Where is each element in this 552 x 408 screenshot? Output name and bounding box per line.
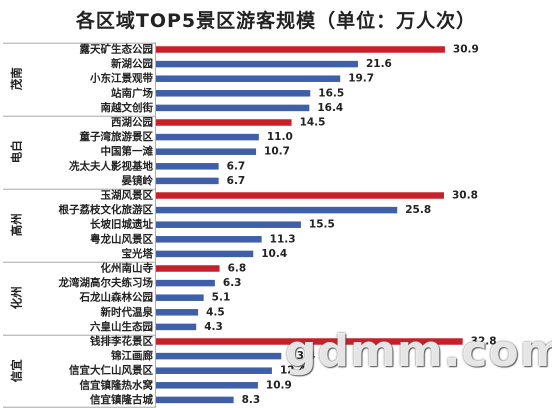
data-label: 25.8 — [405, 204, 431, 216]
bar — [156, 279, 215, 287]
category-label: 小东江景观带 — [89, 72, 153, 85]
bar — [156, 338, 463, 345]
category-label: 石龙山森林公园 — [79, 291, 154, 304]
category-label: 信宜大仁山风景区 — [69, 364, 153, 377]
bar — [156, 90, 311, 97]
data-label: 8.3 — [242, 394, 261, 406]
chart-title: 各区域TOP5景区游客规模（单位：万人次） — [75, 10, 477, 32]
data-label: 4.5 — [206, 306, 225, 318]
data-label: 6.8 — [228, 263, 247, 275]
category-label: 露天矿生态公园 — [80, 43, 154, 56]
category-label: 钱排李花景区 — [90, 335, 153, 348]
bar — [156, 236, 262, 243]
category-label: 西湖公园 — [111, 116, 153, 129]
data-label: 30.8 — [452, 190, 478, 202]
category-label: 童子湾旅游景区 — [80, 130, 154, 143]
data-label: 16.4 — [317, 102, 343, 114]
data-label: 10.7 — [264, 146, 290, 158]
data-label: 5.1 — [212, 292, 231, 304]
category-label: 六皇山生态园 — [90, 320, 153, 333]
category-label: 锦江画廊 — [111, 349, 153, 362]
bar — [156, 323, 197, 331]
data-label: 30.9 — [453, 44, 479, 56]
bar — [156, 133, 259, 141]
group-label: 信宜 — [10, 359, 24, 382]
category-label: 宝光塔 — [122, 247, 154, 260]
bar — [156, 119, 292, 126]
bar — [156, 192, 444, 199]
group-label: 化州 — [10, 286, 24, 309]
bar — [156, 75, 341, 82]
data-label: 6.7 — [227, 160, 246, 172]
data-label: 19.7 — [348, 73, 374, 85]
data-label: 10.9 — [266, 379, 292, 391]
bar — [156, 60, 358, 68]
data-label: 6.3 — [223, 277, 242, 289]
bar — [156, 352, 282, 360]
data-label: 12.4 — [280, 365, 306, 377]
bar — [156, 396, 234, 404]
data-label: 15.5 — [309, 219, 335, 231]
category-label: 根子荔枝文化旅游区 — [59, 203, 154, 216]
category-label: 粤龙山风景区 — [90, 232, 153, 245]
bar — [156, 309, 199, 316]
category-label: 晏镜岭 — [122, 174, 154, 187]
bar — [156, 206, 398, 214]
category-label: 南越文创街 — [101, 101, 154, 114]
bar — [156, 148, 257, 155]
data-label: 32.8 — [471, 336, 497, 348]
data-label: 10.4 — [261, 248, 287, 260]
category-label: 冼太夫人影视基地 — [69, 159, 153, 172]
data-label: 21.6 — [366, 58, 392, 70]
bar — [156, 163, 219, 170]
category-label: 龙湾湖高尔夫练习场 — [58, 276, 154, 289]
data-label: 6.7 — [227, 175, 246, 187]
data-label: 11.0 — [267, 131, 293, 143]
watermark: gdmm.com — [285, 326, 552, 377]
category-label: 信宜镇隆热水窝 — [80, 378, 154, 391]
bar — [156, 265, 220, 272]
data-label: 13.4 — [289, 350, 315, 362]
bar — [156, 367, 272, 374]
category-label: 站南广场 — [111, 86, 153, 99]
data-label: 4.3 — [204, 321, 223, 333]
group-label: 茂南 — [10, 67, 24, 90]
bar — [156, 382, 258, 389]
bar — [156, 177, 219, 185]
data-label: 11.3 — [270, 233, 296, 245]
data-label: 16.5 — [318, 87, 344, 99]
bar — [156, 46, 445, 53]
bar — [156, 104, 310, 112]
bar — [156, 294, 204, 301]
category-label: 化州南山寺 — [101, 262, 154, 275]
category-label: 中国第一滩 — [101, 145, 154, 158]
category-label: 玉湖风景区 — [101, 189, 154, 202]
group-label: 高州 — [10, 213, 24, 236]
bar — [156, 250, 254, 258]
category-label: 长坡旧城遗址 — [90, 218, 153, 231]
data-label: 14.5 — [300, 117, 326, 129]
category-label: 信宜镇隆古城 — [90, 393, 153, 406]
category-label: 新湖公园 — [111, 57, 153, 70]
group-label: 电白 — [10, 140, 24, 163]
bar — [156, 221, 301, 228]
category-label: 新时代温泉 — [101, 305, 154, 318]
